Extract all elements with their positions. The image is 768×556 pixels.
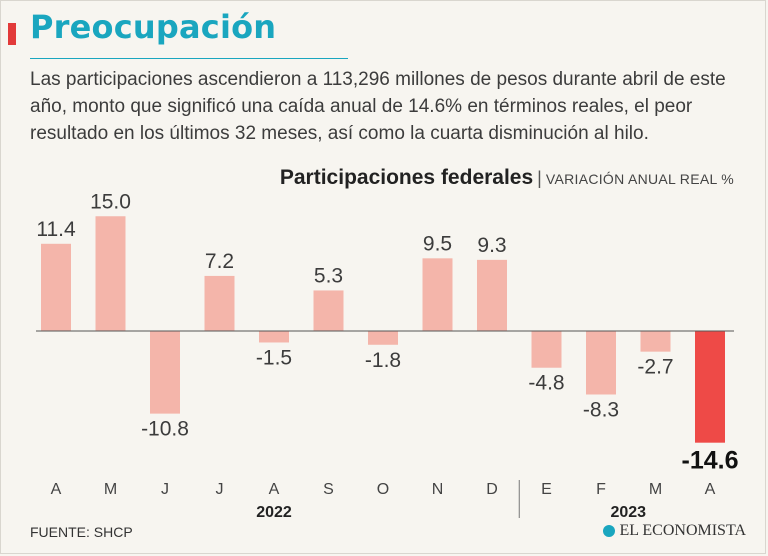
chart-title: Participaciones federales: [279, 166, 534, 189]
x-tick-label-6: O: [377, 481, 389, 498]
x-tick-label-0: A: [51, 481, 62, 498]
year-label-0: 2022: [256, 504, 292, 521]
data-label-1: 15.0: [90, 190, 131, 213]
bar-10: [586, 331, 616, 395]
brand-logo: EL ECONOMISTA: [603, 522, 746, 540]
bar-5: [313, 290, 344, 331]
data-label-7: 9.5: [423, 232, 452, 255]
data-label-10: -8.3: [583, 398, 619, 421]
chart-subtitle: VARIACIÓN ANUAL REAL %: [545, 171, 734, 187]
title-accent-bar: [8, 23, 16, 45]
bar-1: [95, 216, 126, 331]
x-tick-label-2: J: [161, 481, 169, 498]
bar-7: [422, 258, 453, 331]
bar-2: [150, 331, 180, 414]
data-label-8: 9.3: [477, 234, 506, 257]
page-title: Preocupación: [30, 8, 277, 46]
year-label-1: 2023: [610, 504, 646, 521]
bar-6: [368, 331, 398, 345]
x-tick-label-7: N: [432, 481, 444, 498]
x-tick-label-10: F: [596, 481, 606, 498]
x-tick-label-8: D: [486, 481, 498, 498]
data-label-3: 7.2: [205, 250, 234, 273]
x-tick-label-12: A: [705, 481, 716, 498]
title-underline: [30, 58, 348, 59]
x-tick-label-11: M: [649, 481, 662, 498]
x-tick-label-9: E: [541, 481, 552, 498]
chart-heading: Participaciones federales | VARIACIÓN ANUA…: [280, 166, 734, 190]
data-label-9: -4.8: [528, 372, 564, 395]
bar-9: [531, 331, 562, 368]
data-label-5: 5.3: [314, 264, 343, 287]
x-tick-label-4: A: [269, 481, 280, 498]
data-label-12: -14.6: [682, 447, 739, 475]
data-label-11: -2.7: [637, 356, 673, 379]
description-text: Las participaciones ascendieron a 113,29…: [30, 69, 726, 144]
bar-11: [640, 331, 671, 352]
brand-mark-icon: [603, 525, 616, 537]
data-label-6: -1.8: [365, 349, 401, 372]
bar-4: [259, 331, 289, 343]
source-note: FUENTE: SHCP: [30, 524, 133, 540]
bar-12: [695, 331, 725, 443]
chart-heading-separator: |: [537, 168, 542, 188]
x-tick-label-5: S: [323, 481, 334, 498]
bar-0: [41, 243, 71, 331]
data-label-2: -10.8: [141, 418, 189, 441]
bar-3: [204, 275, 235, 331]
x-tick-label-3: J: [216, 481, 224, 498]
data-label-0: 11.4: [36, 218, 76, 241]
brand-name: EL ECONOMISTA: [619, 522, 746, 539]
x-tick-label-1: M: [104, 481, 117, 498]
data-label-4: -1.5: [256, 346, 292, 369]
bar-8: [477, 259, 507, 331]
